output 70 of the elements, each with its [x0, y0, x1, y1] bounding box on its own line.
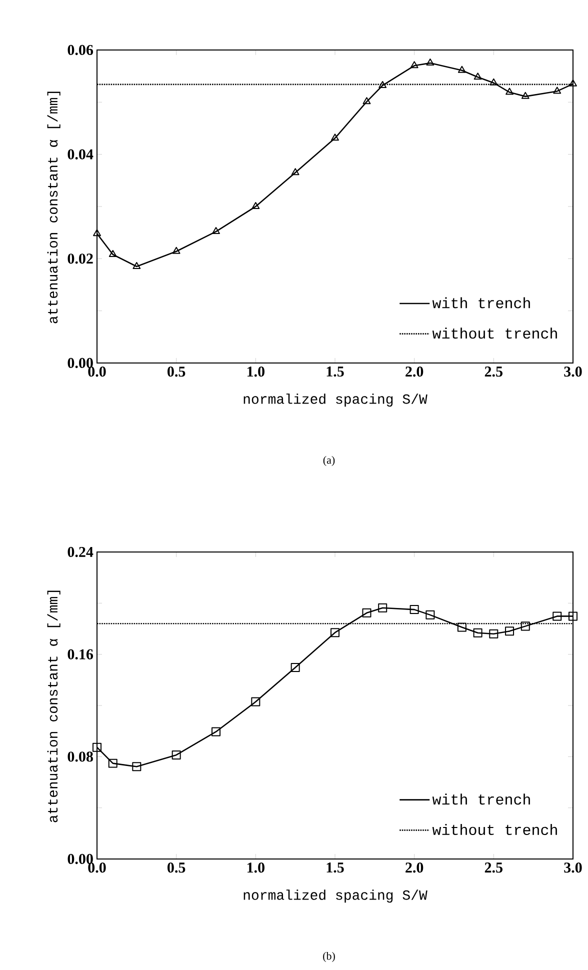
- point: [568, 612, 578, 621]
- y-tick-label: 0.16: [68, 649, 94, 660]
- point: [362, 97, 371, 104]
- point: [410, 605, 419, 614]
- y-tick-label: 0.00: [68, 358, 93, 368]
- text: (a): [323, 456, 335, 466]
- y-tick-label: 0.06: [68, 44, 94, 56]
- x-tick-label: 3.0: [564, 366, 582, 377]
- point: [108, 250, 117, 257]
- point: [552, 612, 562, 621]
- y-tick-label: 0.00: [68, 854, 93, 864]
- x-tick-label: 2.0: [406, 862, 424, 873]
- point: [489, 629, 498, 638]
- y-tick-label: 0.08: [68, 752, 93, 762]
- point: [520, 622, 530, 631]
- point: [474, 72, 482, 80]
- point: [457, 622, 466, 632]
- point: [212, 227, 220, 234]
- point: [378, 603, 388, 612]
- x-tick-label: 0.5: [168, 366, 186, 377]
- x-tick-label: 1.0: [247, 366, 264, 377]
- legend-label: without trench: [432, 328, 557, 339]
- point: [362, 608, 372, 618]
- point: [426, 610, 435, 620]
- legend-label: without trench: [432, 824, 557, 836]
- point: [521, 92, 530, 99]
- point: [108, 758, 118, 768]
- point: [458, 66, 466, 73]
- point: [290, 663, 300, 672]
- point: [330, 628, 340, 638]
- legend-label: with trench: [432, 297, 530, 308]
- x-axis-title: normalized spacing S/W: [244, 890, 428, 903]
- point: [212, 727, 220, 736]
- point: [331, 134, 339, 141]
- y-tick-label: 0.24: [68, 546, 94, 558]
- point: [172, 246, 180, 254]
- point: [93, 229, 101, 236]
- x-tick-label: 1.5: [326, 862, 344, 873]
- x-tick-label: 0.5: [168, 862, 186, 873]
- x-tick-label: 2.5: [484, 862, 502, 873]
- x-axis-title: normalized spacing S/W: [244, 394, 428, 407]
- point: [252, 202, 260, 209]
- x-tick-label: 0.0: [88, 366, 106, 377]
- point: [291, 168, 300, 176]
- text: (b): [323, 952, 335, 962]
- x-tick-label: 2.5: [484, 366, 502, 377]
- x-tick-label: 1.5: [326, 366, 344, 377]
- x-tick-label: 3.0: [564, 862, 582, 873]
- point: [251, 697, 260, 706]
- point: [132, 262, 141, 269]
- y-axis-title: attenuation constant α [/mm]: [47, 590, 60, 822]
- point: [505, 626, 514, 636]
- x-tick-label: 0.0: [88, 862, 106, 873]
- point: [132, 762, 142, 772]
- point: [410, 61, 418, 68]
- y-axis-title: attenuation constant α [/mm]: [47, 92, 60, 324]
- point: [426, 58, 434, 66]
- point: [553, 86, 562, 94]
- point: [569, 79, 577, 86]
- point: [172, 750, 181, 760]
- point: [473, 628, 482, 638]
- x-tick-label: 2.0: [406, 366, 424, 377]
- y-tick-label: 0.04: [68, 149, 94, 160]
- point: [506, 88, 514, 95]
- y-tick-label: 0.02: [68, 254, 93, 264]
- x-tick-label: 1.0: [247, 862, 264, 873]
- legend-label: with trench: [432, 794, 530, 805]
- point: [378, 80, 387, 88]
- point: [92, 742, 102, 752]
- point: [490, 78, 498, 86]
